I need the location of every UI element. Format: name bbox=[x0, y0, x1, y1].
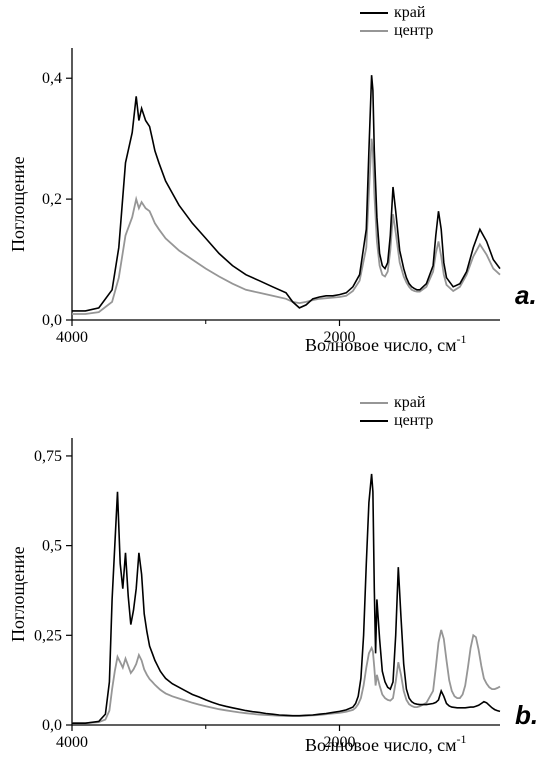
svg-text:0,25: 0,25 bbox=[34, 627, 62, 644]
ylabel-a: Поглощение bbox=[8, 156, 29, 252]
legend-b-row-1: центр bbox=[360, 412, 433, 430]
panel-b-letter: b. bbox=[515, 700, 538, 731]
xlabel-a-sup: -1 bbox=[457, 332, 467, 346]
chart-a-svg: 400020000,00,20,4 bbox=[0, 0, 552, 380]
legend-a-row-1: центр bbox=[360, 22, 433, 40]
xlabel-b-sup: -1 bbox=[457, 732, 467, 746]
svg-text:0,5: 0,5 bbox=[42, 538, 62, 555]
svg-text:0,4: 0,4 bbox=[42, 70, 62, 87]
legend-a-label-1: центр bbox=[394, 22, 433, 40]
legend-a-row-0: край bbox=[360, 4, 433, 22]
svg-text:0,0: 0,0 bbox=[42, 312, 62, 329]
legend-b-line-0 bbox=[360, 402, 388, 404]
panel-b: 400020000,00,250,50,75 край центр Поглощ… bbox=[0, 390, 552, 770]
legend-a-line-0 bbox=[360, 12, 388, 14]
svg-text:4000: 4000 bbox=[56, 734, 88, 751]
xlabel-a-text: Волновое число, см bbox=[305, 335, 457, 355]
xlabel-b: Волновое число, см-1 bbox=[305, 735, 467, 756]
svg-text:0,75: 0,75 bbox=[34, 448, 62, 465]
xlabel-b-text: Волновое число, см bbox=[305, 735, 457, 755]
svg-text:0,2: 0,2 bbox=[42, 191, 62, 208]
ylabel-b: Поглощение bbox=[8, 546, 29, 642]
svg-text:4000: 4000 bbox=[56, 329, 88, 346]
legend-b-label-1: центр bbox=[394, 412, 433, 430]
panel-a: 400020000,00,20,4 край центр Поглощение … bbox=[0, 0, 552, 380]
panel-a-letter: a. bbox=[515, 280, 537, 311]
svg-text:0,0: 0,0 bbox=[42, 717, 62, 734]
legend-b: край центр bbox=[360, 394, 433, 430]
legend-b-label-0: край bbox=[394, 394, 425, 412]
legend-a-line-1 bbox=[360, 30, 388, 32]
chart-b-svg: 400020000,00,250,50,75 bbox=[0, 390, 552, 770]
legend-b-row-0: край bbox=[360, 394, 433, 412]
legend-a: край центр bbox=[360, 4, 433, 40]
legend-a-label-0: край bbox=[394, 4, 425, 22]
xlabel-a: Волновое число, см-1 bbox=[305, 335, 467, 356]
legend-b-line-1 bbox=[360, 420, 388, 422]
